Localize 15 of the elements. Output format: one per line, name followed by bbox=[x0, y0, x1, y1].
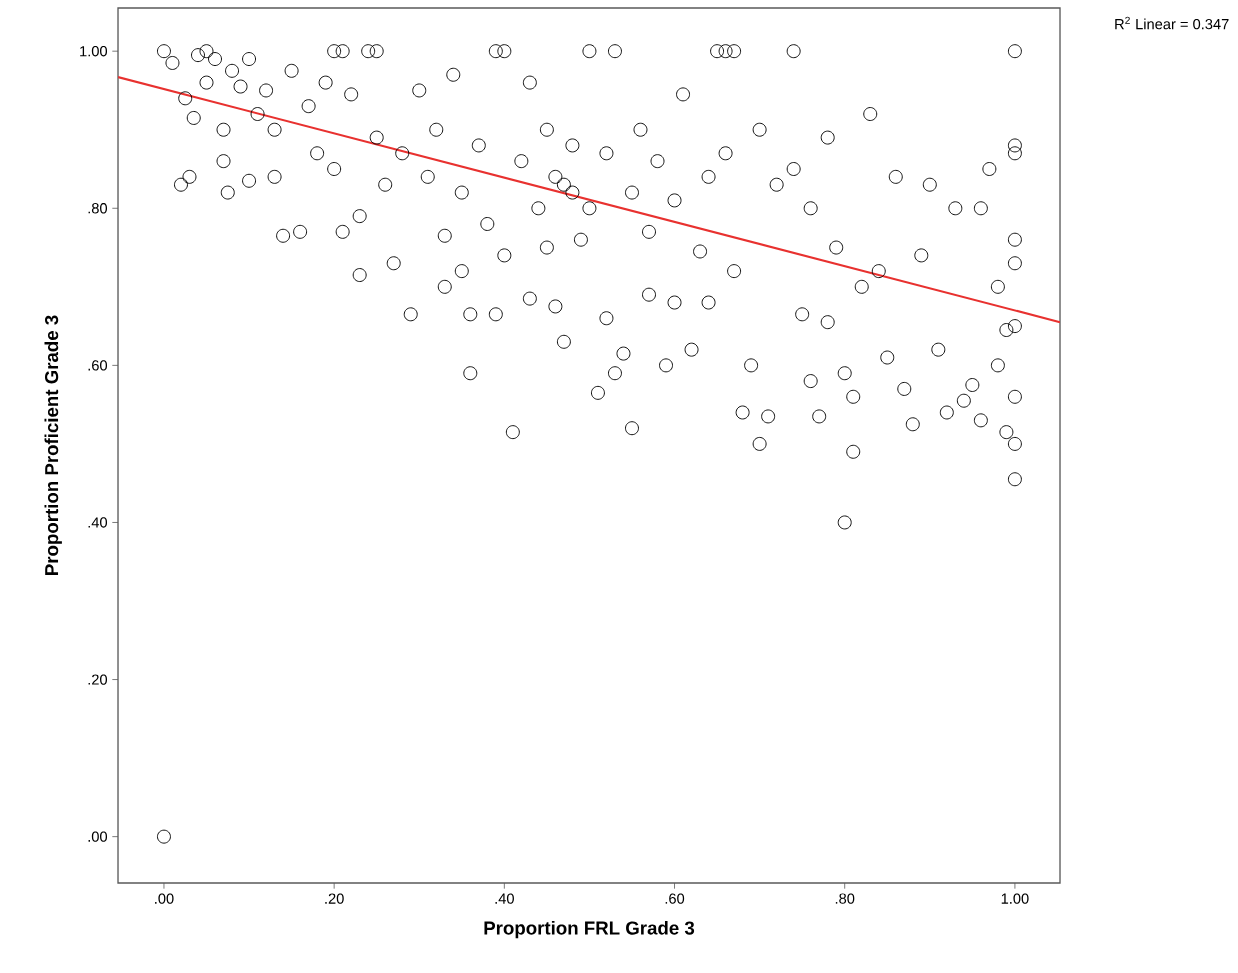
y-tick-label: .60 bbox=[88, 360, 108, 371]
x-tick-label: 1.00 bbox=[1001, 893, 1029, 904]
text: R$^{2}$ Linear = 0.347 bbox=[1115, 16, 1229, 30]
y-tick-label: .00 bbox=[88, 831, 108, 842]
y-tick-label: .20 bbox=[88, 674, 108, 685]
y-tick-label: .80 bbox=[88, 203, 108, 214]
x-tick-label: .40 bbox=[495, 893, 514, 904]
x-tick-label: .20 bbox=[325, 893, 344, 904]
y-axis-title: Proportion Proficient Grade 3 bbox=[44, 315, 62, 575]
x-axis-title: Proportion FRL Grade 3 bbox=[484, 920, 695, 939]
y-tick-label: 1.00 bbox=[80, 46, 108, 57]
x-tick-label: .80 bbox=[835, 893, 855, 904]
x-tick-label: .00 bbox=[155, 893, 174, 904]
x-tick-label: .60 bbox=[665, 893, 685, 904]
y-tick-label: .40 bbox=[88, 517, 108, 528]
